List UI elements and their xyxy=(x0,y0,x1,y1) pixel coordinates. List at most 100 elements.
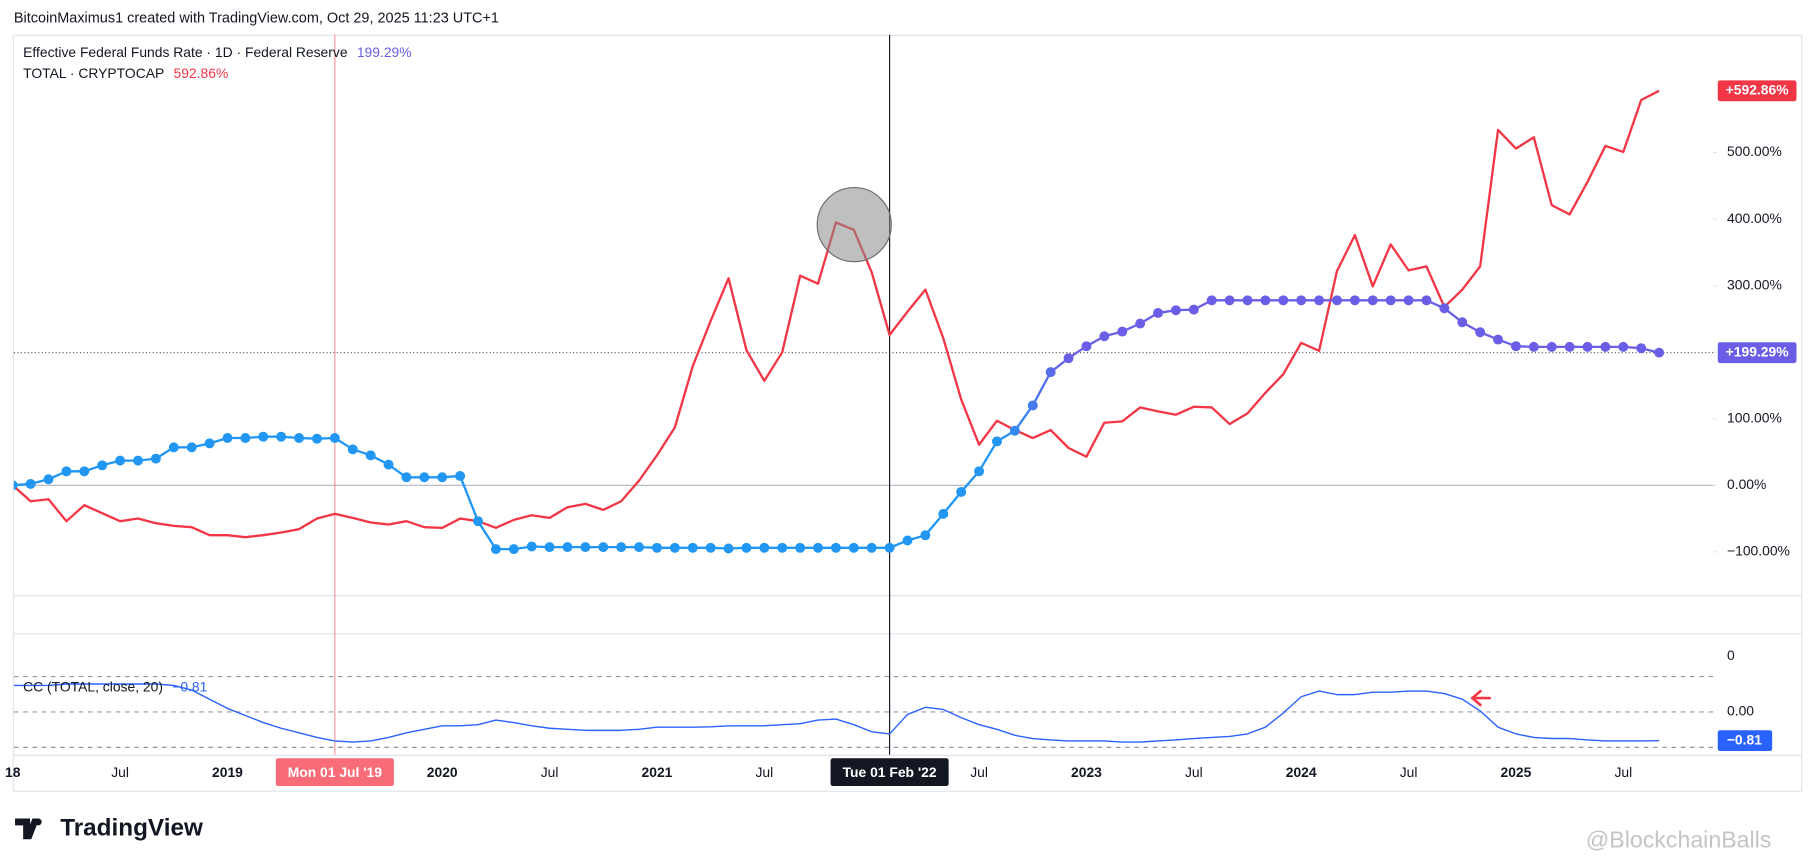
series-marker xyxy=(1385,295,1396,306)
x-tick-label: 2020 xyxy=(427,764,458,780)
series-marker xyxy=(1654,347,1665,358)
series-marker xyxy=(1278,295,1289,306)
legend-name: Effective Federal Funds Rate · 1D · Fede… xyxy=(23,44,348,60)
series-marker xyxy=(1475,327,1486,338)
series-marker xyxy=(455,470,466,481)
series-marker xyxy=(419,472,430,483)
logo-icon-dot xyxy=(34,818,42,826)
series-marker xyxy=(1063,353,1074,364)
series-marker xyxy=(705,542,716,553)
series-marker xyxy=(1582,341,1593,352)
series-marker xyxy=(723,543,734,554)
series-marker xyxy=(902,535,913,546)
y-tick-label: 500.00% xyxy=(1727,143,1782,159)
series-marker xyxy=(1296,295,1307,306)
series-marker xyxy=(1045,367,1056,378)
watermark: @BlockchainBalls xyxy=(1586,827,1772,853)
series-marker xyxy=(1188,304,1199,315)
series-marker xyxy=(1153,307,1164,318)
series-marker xyxy=(1242,295,1253,306)
crosshair-label-bg xyxy=(830,758,949,787)
series-marker xyxy=(1636,343,1647,354)
x-tick-label: 2021 xyxy=(642,764,673,780)
series-marker xyxy=(383,459,394,470)
series-marker xyxy=(562,542,573,553)
series-marker xyxy=(866,542,877,553)
series-marker xyxy=(240,433,251,444)
series-marker xyxy=(741,542,752,553)
series-marker xyxy=(294,433,305,444)
series-marker xyxy=(1618,341,1629,352)
series-marker xyxy=(1600,341,1611,352)
series-marker xyxy=(956,486,967,497)
series-marker xyxy=(1493,334,1504,345)
series-marker xyxy=(598,542,609,553)
price-label-bg xyxy=(1717,342,1797,364)
legend-layer: Effective Federal Funds Rate · 1D · Fede… xyxy=(23,44,411,694)
series-marker xyxy=(1439,303,1450,314)
series-marker xyxy=(1135,318,1146,329)
series-marker xyxy=(79,466,90,477)
series-marker xyxy=(991,436,1002,447)
series-marker xyxy=(508,544,519,555)
series-marker xyxy=(687,542,698,553)
series-marker xyxy=(1224,295,1235,306)
series-marker xyxy=(115,455,126,466)
series-marker xyxy=(1206,295,1217,306)
x-tick-label: 2023 xyxy=(1071,764,1102,780)
price-label: +199.29% xyxy=(1726,343,1789,359)
series-marker xyxy=(884,542,895,553)
header: BitcoinMaximus1 created with TradingView… xyxy=(14,10,499,26)
series-marker xyxy=(401,472,412,483)
series-marker xyxy=(544,542,555,553)
series-marker xyxy=(1457,317,1468,328)
series-marker xyxy=(329,433,340,444)
series-marker xyxy=(1403,295,1414,306)
series-marker xyxy=(1314,295,1325,306)
y-tick-label: 0.00% xyxy=(1727,476,1766,492)
series-marker xyxy=(365,450,376,461)
series-marker xyxy=(580,542,591,553)
x-tick-label: Jul xyxy=(1614,764,1632,780)
series-marker xyxy=(204,438,215,449)
series-marker xyxy=(222,433,233,444)
series-marker xyxy=(490,544,501,555)
series-marker xyxy=(43,474,54,485)
y-tick-label: 400.00% xyxy=(1727,210,1782,226)
logo-icon xyxy=(15,818,40,840)
legend-value: 199.29% xyxy=(357,44,412,60)
x-tick-label: Jul xyxy=(755,764,773,780)
series-marker xyxy=(1332,295,1342,306)
series-marker xyxy=(616,542,627,553)
indicator-tick-label: 0.00 xyxy=(1727,703,1754,719)
y-tick-label: −100.00% xyxy=(1727,542,1790,558)
logo: TradingView xyxy=(15,814,203,841)
series-marker xyxy=(97,460,108,471)
series-marker xyxy=(1421,295,1432,306)
grid-layer xyxy=(13,152,1717,748)
series-line xyxy=(13,683,1660,743)
series-marker xyxy=(759,542,770,553)
chart-frame xyxy=(12,34,1803,792)
series-marker xyxy=(634,542,645,553)
legend-name: TOTAL · CRYPTOCAP xyxy=(23,65,164,81)
y-tick-label: 300.00% xyxy=(1727,276,1782,292)
indicator-pane xyxy=(13,683,1660,743)
series-marker xyxy=(25,478,36,489)
series-marker xyxy=(777,542,788,553)
series-marker xyxy=(276,431,287,442)
series-marker xyxy=(1349,295,1360,306)
indicator-price-label: −0.81 xyxy=(1727,731,1762,747)
series-marker xyxy=(848,542,859,553)
series-marker xyxy=(974,466,985,477)
series-marker xyxy=(1528,341,1539,352)
x-tick-label: Jul xyxy=(541,764,559,780)
series-marker xyxy=(795,542,806,553)
legend-value: 592.86% xyxy=(174,65,229,81)
logo-text: TradingView xyxy=(60,814,203,841)
x-tick-label: Jul xyxy=(111,764,129,780)
series-marker xyxy=(1099,331,1110,342)
series-marker xyxy=(473,516,483,527)
series-marker xyxy=(133,455,143,466)
